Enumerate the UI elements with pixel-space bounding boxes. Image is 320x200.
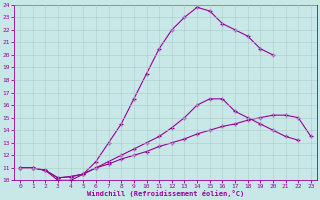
X-axis label: Windchill (Refroidissement éolien,°C): Windchill (Refroidissement éolien,°C) xyxy=(87,190,244,197)
